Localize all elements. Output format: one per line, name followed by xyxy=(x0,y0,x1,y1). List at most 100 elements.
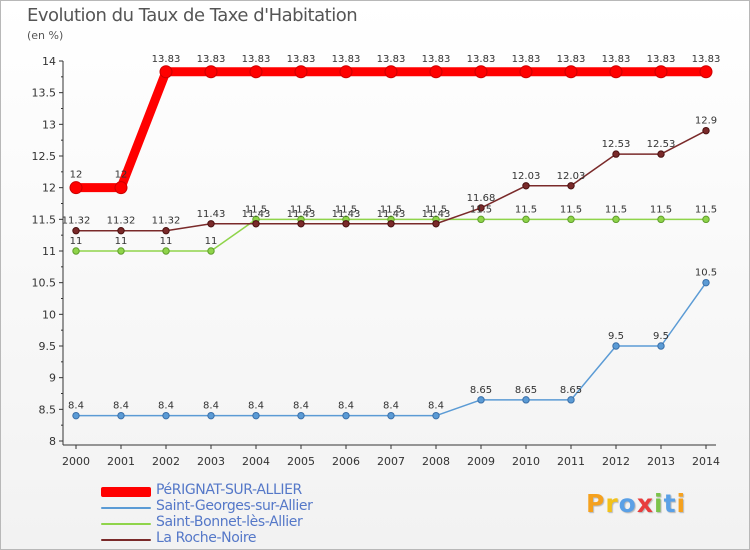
data-label: 13.83 xyxy=(287,54,316,65)
data-label: 11.43 xyxy=(197,209,226,220)
data-point xyxy=(612,215,620,224)
logo-letter: t xyxy=(663,489,677,518)
data-point xyxy=(342,411,350,420)
x-tick-label: 2005 xyxy=(287,455,315,468)
data-label: 8.65 xyxy=(515,385,537,396)
data-point xyxy=(114,181,128,195)
legend-item: La Roche-Noire xyxy=(101,530,361,548)
data-label: 11.43 xyxy=(242,209,271,220)
data-point xyxy=(297,411,305,420)
x-tick-label: 2007 xyxy=(377,455,405,468)
data-point xyxy=(387,411,395,420)
data-point xyxy=(342,220,350,228)
data-label: 9.5 xyxy=(608,331,624,342)
data-label: 13.83 xyxy=(377,54,406,65)
logo-letter: r xyxy=(605,489,619,518)
data-point xyxy=(429,65,443,79)
logo-letter: o xyxy=(618,489,637,518)
data-label: 10.5 xyxy=(695,268,717,279)
data-label: 13.83 xyxy=(512,54,541,65)
data-label: 11 xyxy=(115,236,128,247)
y-tick-label: 13.5 xyxy=(32,87,57,100)
data-point xyxy=(204,65,218,79)
x-tick-label: 2004 xyxy=(242,455,270,468)
data-point xyxy=(72,227,80,235)
legend-item: PéRIGNAT-SUR-ALLIER xyxy=(101,482,361,500)
data-label: 11.43 xyxy=(287,209,316,220)
legend-label: PéRIGNAT-SUR-ALLIER xyxy=(156,482,302,498)
data-point xyxy=(564,65,578,79)
data-label: 12.53 xyxy=(647,139,676,150)
series-0 xyxy=(69,65,713,195)
data-point xyxy=(252,411,260,420)
data-point xyxy=(252,220,260,228)
legend-swatch xyxy=(101,487,151,497)
data-label: 13.83 xyxy=(332,54,361,65)
data-label: 13.83 xyxy=(197,54,226,65)
data-label: 12 xyxy=(115,170,128,181)
chart-legend: PéRIGNAT-SUR-ALLIER Saint-Georges-sur-All… xyxy=(101,482,361,548)
legend-swatch xyxy=(101,523,151,525)
chart-title: Evolution du Taux de Taxe d'Habitation xyxy=(27,5,358,26)
data-label: 11 xyxy=(70,236,83,247)
data-label: 11.43 xyxy=(422,209,451,220)
data-point xyxy=(477,396,485,404)
data-point xyxy=(702,278,710,287)
data-label: 11.5 xyxy=(245,204,267,215)
data-label: 11.68 xyxy=(467,193,496,204)
x-tick-label: 2011 xyxy=(557,455,585,468)
data-point xyxy=(699,65,713,79)
data-point xyxy=(249,65,263,79)
data-point xyxy=(162,227,170,235)
data-point xyxy=(657,342,665,350)
y-tick-label: 10 xyxy=(42,308,56,321)
legend-swatch xyxy=(101,539,151,541)
y-tick-label: 14 xyxy=(42,55,56,68)
data-label: 11.32 xyxy=(107,216,136,227)
data-point xyxy=(339,65,353,79)
legend-swatch xyxy=(101,507,151,509)
data-label: 13.83 xyxy=(242,54,271,65)
data-point xyxy=(567,215,575,224)
data-point xyxy=(519,65,533,79)
data-label: 12.03 xyxy=(512,171,541,182)
series-1 xyxy=(72,278,710,420)
data-label: 8.4 xyxy=(428,401,444,412)
data-label: 11.5 xyxy=(515,204,537,215)
data-label: 13.83 xyxy=(557,54,586,65)
x-tick-label: 2008 xyxy=(422,455,450,468)
data-point xyxy=(702,215,710,224)
data-point xyxy=(69,181,83,195)
data-point xyxy=(387,220,395,228)
data-point xyxy=(294,65,308,79)
data-point xyxy=(477,215,485,224)
data-label: 9.5 xyxy=(653,331,669,342)
data-label: 8.4 xyxy=(68,401,84,412)
data-point xyxy=(609,65,623,79)
data-point xyxy=(117,247,125,255)
x-tick-label: 2003 xyxy=(197,455,225,468)
data-point xyxy=(159,65,173,79)
series-3 xyxy=(72,126,710,235)
data-label: 8.4 xyxy=(113,401,129,412)
data-point xyxy=(72,247,80,255)
data-label: 11.32 xyxy=(62,216,91,227)
data-label: 11.5 xyxy=(425,204,447,215)
data-point xyxy=(162,247,170,255)
data-point xyxy=(477,204,485,212)
data-point xyxy=(474,65,488,79)
series-2 xyxy=(72,215,710,255)
data-label: 8.4 xyxy=(203,401,219,412)
data-label: 13.83 xyxy=(692,54,721,65)
data-label: 11.32 xyxy=(152,216,181,227)
legend-item: Saint-Georges-sur-Allier xyxy=(101,498,361,516)
x-tick-label: 2009 xyxy=(467,455,495,468)
data-label: 11.5 xyxy=(560,204,582,215)
chart-unit-label: (en %) xyxy=(27,29,64,42)
data-point xyxy=(657,150,665,158)
data-label: 11.5 xyxy=(290,204,312,215)
data-point xyxy=(432,411,440,420)
data-point xyxy=(612,150,620,158)
y-tick-label: 13 xyxy=(42,118,56,131)
